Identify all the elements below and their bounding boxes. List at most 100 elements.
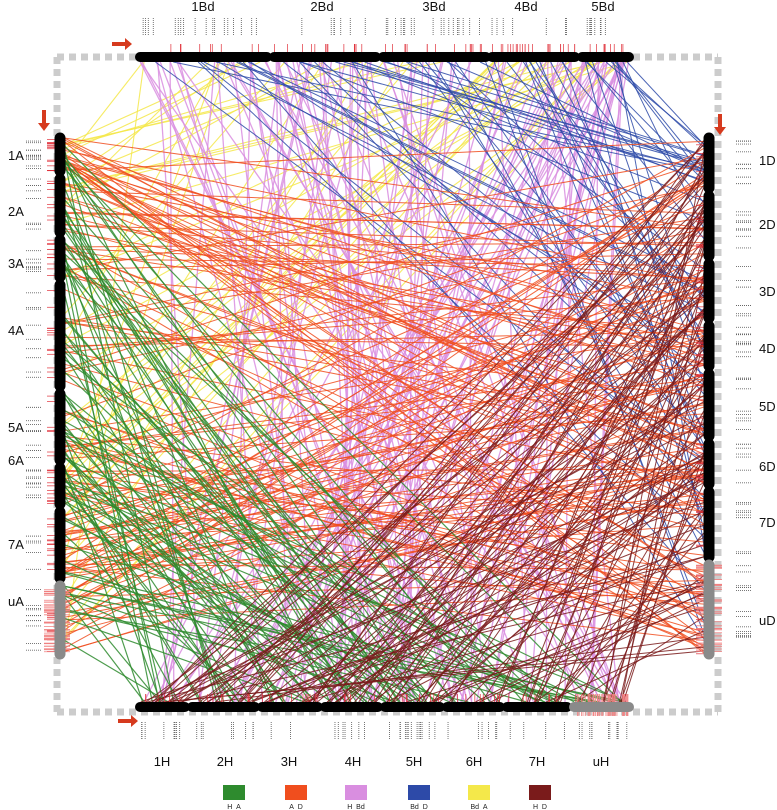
right-chromosome-label: 1D <box>759 153 776 168</box>
synteny-link <box>562 61 705 436</box>
synteny-link <box>528 205 705 703</box>
synteny-link <box>393 215 705 703</box>
synteny-link <box>429 584 705 703</box>
synteny-link <box>64 161 705 623</box>
synteny-link <box>64 231 395 703</box>
synteny-link <box>481 355 705 703</box>
synteny-link <box>64 424 284 703</box>
left-chromosome-label: 2A <box>8 204 24 219</box>
synteny-link <box>284 61 623 703</box>
synteny-link <box>264 341 705 703</box>
legend: H_A A_D H_Bd Bd_D Bd_A H_D <box>223 785 551 810</box>
synteny-link <box>252 311 705 703</box>
synteny-link <box>265 556 705 703</box>
synteny-link <box>64 249 705 347</box>
orientation-arrows <box>38 38 726 727</box>
synteny-link <box>64 285 705 453</box>
synteny-link <box>64 61 219 482</box>
synteny-link <box>145 294 705 703</box>
synteny-link <box>64 268 705 566</box>
legend-swatch <box>408 785 430 800</box>
synteny-link <box>334 433 705 703</box>
synteny-link <box>520 239 705 703</box>
synteny-link <box>64 162 705 500</box>
synteny-link <box>179 581 705 703</box>
synteny-link <box>169 61 175 703</box>
synteny-link <box>64 342 486 703</box>
synteny-link <box>622 61 705 230</box>
synteny-link <box>64 154 705 473</box>
synteny-link <box>64 428 368 703</box>
synteny-link <box>64 592 583 703</box>
synteny-link <box>475 581 705 703</box>
synteny-link <box>64 140 705 171</box>
synteny-links <box>64 61 705 703</box>
synteny-link <box>64 359 539 703</box>
bottom-chromosome-label: uH <box>593 754 610 769</box>
synteny-link <box>238 61 705 292</box>
synteny-link <box>64 230 705 343</box>
synteny-link <box>64 461 705 551</box>
synteny-link <box>64 317 705 430</box>
synteny-link <box>64 242 705 248</box>
synteny-link <box>64 355 284 703</box>
bottom-chromosome-label: 1H <box>154 754 171 769</box>
synteny-link <box>398 61 453 703</box>
arrow-right-icon <box>112 38 132 50</box>
synteny-link <box>64 61 537 330</box>
synteny-link <box>64 211 705 230</box>
legend-swatch <box>285 785 307 800</box>
synteny-link <box>64 480 348 703</box>
synteny-link <box>155 144 705 703</box>
synteny-link <box>64 278 705 354</box>
synteny-link <box>64 156 491 703</box>
synteny-link <box>237 152 705 703</box>
legend-label: A_D <box>289 804 303 810</box>
synteny-link <box>64 336 705 348</box>
synteny-link <box>157 61 202 703</box>
synteny-link <box>214 636 705 703</box>
synteny-link <box>64 224 705 247</box>
synteny-link <box>64 330 705 347</box>
synteny-link <box>354 309 705 703</box>
synteny-link <box>64 183 705 301</box>
synteny-link <box>64 608 469 703</box>
synteny-link <box>64 258 705 267</box>
synteny-link <box>64 469 203 703</box>
synteny-link <box>308 220 705 703</box>
synteny-link <box>290 358 705 703</box>
synteny-link <box>182 176 705 703</box>
synteny-link <box>312 151 705 703</box>
synteny-link <box>239 179 705 703</box>
synteny-link <box>233 61 252 703</box>
synteny-link <box>64 267 456 703</box>
bottom-chromosome-label: 6H <box>466 754 483 769</box>
synteny-link <box>64 161 705 370</box>
synteny-link <box>602 245 705 703</box>
synteny-link <box>64 267 273 703</box>
synteny-link <box>64 585 591 703</box>
synteny-link <box>308 472 705 703</box>
synteny-link <box>526 242 705 703</box>
synteny-link <box>199 313 705 703</box>
synteny-link <box>498 186 705 703</box>
synteny-link <box>576 616 705 703</box>
synteny-link <box>64 218 400 703</box>
top-chromosome-label: 5Bd <box>591 0 614 14</box>
synteny-link <box>64 242 545 703</box>
synteny-link <box>64 182 705 596</box>
bottom-chromosome-label: 3H <box>281 754 298 769</box>
synteny-link <box>240 212 705 703</box>
right-chromosome-label: 5D <box>759 399 776 414</box>
synteny-link <box>406 61 705 270</box>
synteny-link <box>537 287 705 703</box>
synteny-link <box>64 61 324 469</box>
bottom-chromosome-label: 7H <box>529 754 546 769</box>
synteny-link <box>64 289 705 576</box>
legend-label: H_A <box>227 804 241 810</box>
synteny-link <box>173 61 705 173</box>
synteny-link <box>161 650 705 703</box>
synteny-link <box>592 61 600 703</box>
synteny-link <box>64 190 705 214</box>
